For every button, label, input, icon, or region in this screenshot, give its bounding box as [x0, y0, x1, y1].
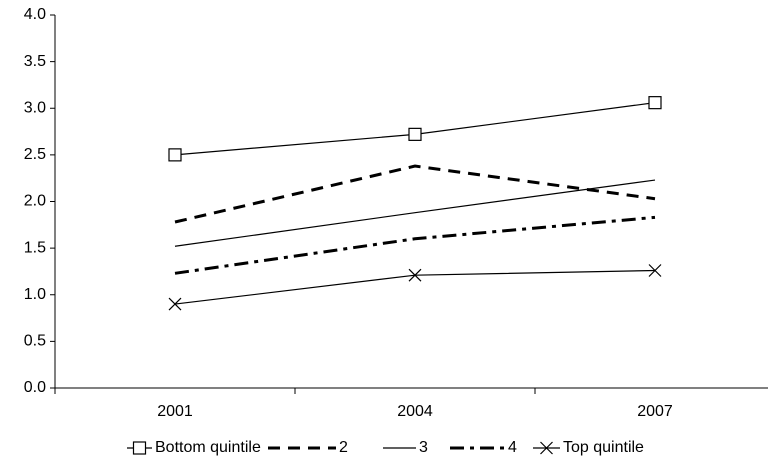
y-tick-label: 3.5 [24, 53, 46, 70]
x-tick-label: 2001 [157, 403, 193, 420]
marker [132, 441, 147, 455]
legend-label: 3 [419, 439, 428, 456]
y-tick-label: 2.0 [24, 193, 46, 210]
y-tick-label: 0.0 [24, 379, 46, 396]
legend-label: Bottom quintile [155, 439, 261, 456]
x-tick-label: 2007 [637, 403, 673, 420]
y-tick-label: 0.5 [24, 333, 46, 350]
marker [408, 268, 422, 282]
series-line [174, 164, 656, 224]
series-line [174, 215, 656, 275]
y-tick-label: 4.0 [24, 6, 46, 23]
x-tick-label: 2004 [397, 403, 433, 420]
marker [168, 148, 182, 162]
marker [408, 127, 422, 141]
y-tick-label: 1.5 [24, 239, 46, 256]
y-tick-label: 1.0 [24, 286, 46, 303]
series-line [174, 179, 656, 247]
legend-label: 2 [339, 439, 348, 456]
y-tick-label: 2.5 [24, 146, 46, 163]
marker [540, 441, 553, 455]
marker [648, 96, 662, 110]
legend-label: Top quintile [563, 439, 644, 456]
marker [648, 264, 662, 277]
y-tick-label: 3.0 [24, 99, 46, 116]
marker [168, 297, 182, 311]
legend-label: 4 [508, 439, 517, 456]
